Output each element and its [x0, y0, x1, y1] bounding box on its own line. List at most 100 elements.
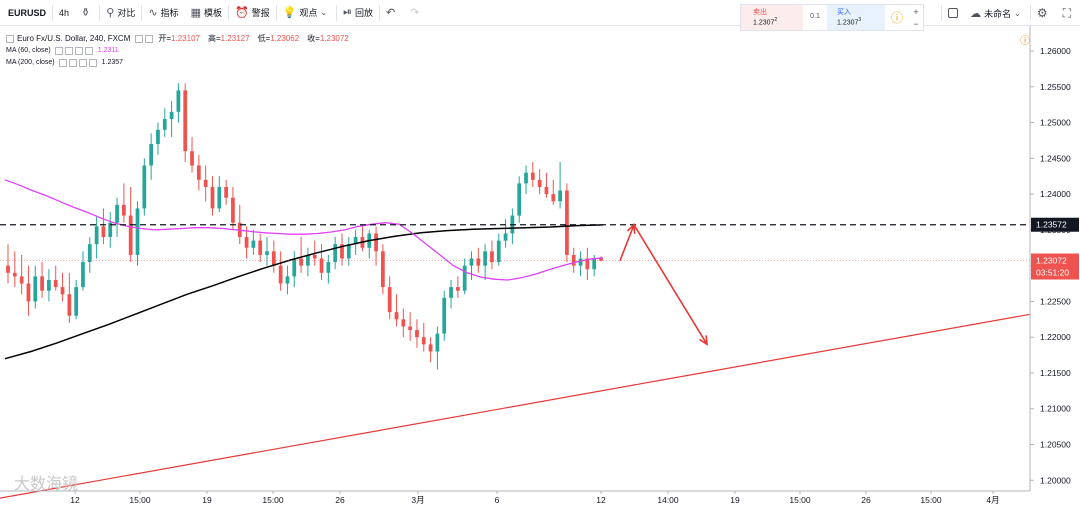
redo-icon: ↷ [410, 7, 420, 19]
chart-legend: Euro Fx/U.S. Dollar, 240, FXCM 开= 1.23107… [6, 33, 352, 69]
price-tick-label: 1.24000 [1040, 189, 1071, 199]
warning-icon[interactable]: ⓘ [1020, 36, 1030, 47]
candle-body [217, 186, 222, 209]
price-tick-label: 1.24500 [1040, 153, 1071, 163]
checkbox-icon [948, 8, 959, 18]
candle-body [176, 90, 181, 112]
candle-body [121, 204, 126, 216]
minus-icon[interactable]: − [913, 19, 919, 29]
candle-body [196, 165, 201, 180]
info-icon[interactable]: ⓘ [890, 11, 903, 25]
time-tick-label: 26 [861, 495, 871, 505]
candle-body [101, 226, 106, 238]
remove-icon[interactable] [78, 59, 87, 67]
sell-label: 卖出 [753, 9, 767, 16]
candle-body [333, 244, 338, 263]
chevron-down-icon: ⌄ [1014, 8, 1021, 18]
visibility-icon[interactable] [58, 59, 67, 67]
undo-icon: ↶ [385, 7, 396, 19]
time-tick-label: 3月 [411, 495, 424, 505]
ideas-button[interactable]: 💡 观点 ⌄ [277, 0, 336, 26]
visibility-icon[interactable] [135, 35, 144, 43]
candle-body [312, 254, 317, 259]
sell-price-main: 1.2307 [753, 19, 775, 27]
price-axis[interactable]: 1.26000 1.25500 1.25000 1.24500 1.24000 1.235… [1029, 26, 1079, 491]
time-tick-label: 15:00 [262, 495, 284, 505]
candle-body [421, 337, 426, 345]
undo-button[interactable]: ↶ [380, 0, 404, 26]
buy-button[interactable]: 买入 1.23073 [827, 5, 885, 30]
candle-body [496, 240, 501, 263]
candle-body [108, 222, 113, 238]
candle-body [19, 276, 24, 284]
candle-body [203, 179, 208, 187]
alert-button[interactable]: ⏰ 警报 [229, 0, 276, 26]
legend-ma60: MA (60, close) 1.2311 [6, 45, 352, 57]
time-tick-label: 15:00 [789, 495, 811, 505]
symbol-search[interactable]: EURUSD [8, 7, 47, 18]
more-icon[interactable] [84, 47, 93, 55]
drawings[interactable] [0, 223, 1030, 346]
select-checkbox[interactable] [942, 0, 964, 26]
candle-body [6, 265, 10, 273]
candle-body [415, 330, 419, 338]
candle-body [156, 129, 160, 145]
time-axis[interactable]: 12 15:00 19 15:00 26 3月 6 12 14:00 19 15:00 26 15:00… [0, 490, 1030, 505]
chart-style-button[interactable]: ⚱ [75, 0, 99, 26]
price-tick-label: 1.20000 [1040, 475, 1071, 485]
visibility-icon[interactable] [54, 47, 63, 55]
candles [6, 83, 603, 370]
candle-body [210, 186, 215, 209]
current-price-tag [1031, 253, 1079, 280]
series-title: Euro Fx/U.S. Dollar, 240, FXCM [17, 34, 131, 43]
candle-body [162, 119, 167, 130]
candle-body [183, 90, 188, 152]
candle-body [135, 208, 140, 255]
compare-button[interactable]: ⚲ 对比 [100, 0, 141, 26]
plus-icon[interactable]: + [913, 7, 919, 17]
indicators-button[interactable]: ∿ 指标 [142, 0, 184, 26]
more-icon[interactable] [88, 59, 97, 67]
settings-icon[interactable] [64, 47, 73, 55]
time-tick-label: 26 [335, 495, 345, 505]
fullscreen-button[interactable]: ⛶ [1057, 0, 1080, 26]
divider [378, 4, 380, 21]
candle-body [544, 186, 549, 195]
settings-button[interactable]: ⚙ [1031, 0, 1057, 26]
candle-body [326, 262, 331, 273]
interval-button[interactable]: 4h [59, 7, 70, 18]
price-chart[interactable]: 1.26000 1.25500 1.25000 1.24500 1.24000 1.235… [0, 26, 1080, 507]
candle-body [60, 287, 65, 295]
remove-icon[interactable] [74, 47, 83, 55]
candle-body [53, 279, 58, 288]
fullscreen-icon: ⛶ [1062, 5, 1071, 20]
candle-body [265, 251, 269, 255]
redo-button[interactable]: ↷ [404, 0, 428, 26]
settings-icon[interactable] [145, 35, 154, 43]
candle-body [353, 237, 358, 245]
settings-icon[interactable] [68, 59, 77, 67]
indicators-label: 指标 [160, 8, 179, 18]
templates-button[interactable]: ▦ 模板 [185, 0, 228, 26]
candle-body [469, 258, 474, 266]
ma200-value: 1.2357 [101, 59, 124, 66]
candle-body [387, 287, 392, 313]
candle-body [476, 258, 481, 266]
templates-label: 模板 [203, 8, 222, 18]
candle-body [592, 258, 597, 270]
layout-menu-button[interactable]: ☁ 未命名 ⌄ [964, 0, 1030, 26]
quantity-stepper[interactable]: + − [909, 5, 923, 30]
collapse-icon[interactable] [6, 35, 14, 43]
replay-button[interactable]: ⏯ 回放 [337, 0, 379, 26]
sell-button[interactable]: 卖出 1.23072 [741, 5, 803, 30]
high-value: 1.23127 [220, 34, 250, 43]
low-value: 1.23062 [270, 34, 300, 43]
divider [99, 4, 101, 21]
low-label: 低= [257, 34, 271, 43]
open-value: 1.23107 [171, 34, 200, 43]
candle-body [490, 251, 494, 263]
price-tick-label: 1.26000 [1040, 46, 1071, 56]
divider [227, 4, 229, 21]
trendline[interactable] [0, 313, 1031, 499]
time-tick-label: 4月 [986, 495, 999, 505]
